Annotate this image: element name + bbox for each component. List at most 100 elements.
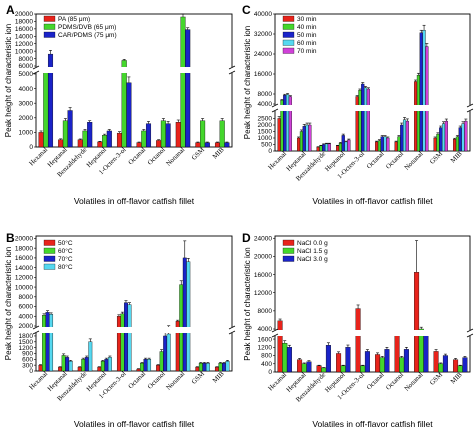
chart-panel-a: 0100020003000400050006000800010000120001… — [4, 3, 236, 206]
y-tick-label: 6000 — [19, 63, 34, 70]
x-tick-label: Octanal — [366, 150, 386, 170]
bar — [283, 95, 287, 152]
bar — [458, 127, 462, 152]
y-tick-label: 14000 — [15, 265, 33, 272]
bar — [43, 72, 49, 148]
y-tick-label: 20000 — [15, 236, 33, 243]
legend: 50°C60°C70°C80°C — [43, 239, 73, 271]
bar — [400, 124, 404, 152]
x-tick-label: Octanol — [147, 146, 167, 166]
y-tick-label: 18000 — [15, 19, 33, 26]
bar — [145, 123, 152, 148]
y-tick-label: 1500 — [19, 339, 34, 346]
x-tick-label: Octanal — [366, 371, 386, 391]
bar — [224, 142, 230, 148]
y-tick-label: 4000 — [19, 313, 34, 320]
x-tick-label: MIB — [212, 146, 226, 160]
legend-label: NaCl 3.0 g — [297, 256, 328, 263]
bar — [163, 335, 168, 372]
x-tick-label: Octanol — [147, 370, 167, 390]
legend-label: PA (85 μm) — [58, 16, 90, 23]
bar — [185, 29, 191, 148]
axis-break-band — [272, 105, 473, 111]
y-tick-label: 1000 — [19, 130, 34, 137]
y-tick-label: 0 — [29, 368, 33, 375]
bar — [442, 355, 448, 373]
legend-swatch — [282, 239, 295, 246]
y-tick-label: 16000 — [254, 272, 272, 279]
x-tick-label: Nonanal — [165, 146, 186, 167]
x-tick-label: Octanal — [127, 370, 147, 390]
y-tick-label: 1200 — [258, 344, 273, 351]
bar — [403, 349, 409, 373]
bar — [77, 139, 83, 148]
bar — [175, 122, 181, 148]
bar — [100, 361, 105, 372]
bar — [120, 313, 125, 372]
y-tick-label: 32000 — [254, 31, 272, 38]
bar — [433, 137, 437, 152]
legend-label: 60 min — [297, 40, 317, 47]
bar — [58, 139, 64, 148]
bar — [399, 357, 405, 373]
bar — [360, 365, 366, 373]
axis-break-mark — [466, 328, 474, 333]
legend-label: 60°C — [58, 247, 73, 255]
bar — [305, 124, 309, 152]
bar — [84, 357, 89, 372]
bar — [394, 141, 398, 152]
x-axis-label: Volatiles in off-flavor catfish fillet — [74, 196, 195, 206]
y-tick-label: 20000 — [254, 254, 272, 261]
bar — [327, 143, 331, 152]
bar — [126, 82, 132, 148]
axis-break-mark — [228, 70, 236, 75]
y-tick-label: 4000 — [19, 86, 34, 93]
bar — [225, 361, 230, 372]
bar — [405, 120, 409, 152]
bar — [214, 366, 219, 372]
bar — [383, 136, 387, 152]
bar — [302, 126, 306, 152]
axis-break-mark — [228, 65, 236, 70]
axis-break-mark — [271, 333, 279, 338]
x-tick-label: Nonanal — [165, 370, 186, 391]
axis-break-band — [272, 330, 473, 336]
bar — [61, 355, 66, 372]
bar — [344, 141, 348, 152]
bar — [180, 16, 186, 148]
bar — [140, 363, 144, 372]
bar — [336, 145, 340, 152]
bar — [49, 314, 54, 372]
bar — [361, 83, 365, 152]
bar — [38, 364, 43, 372]
bar — [200, 120, 206, 148]
x-tick-label: GSM — [429, 150, 444, 165]
bar — [97, 141, 103, 148]
y-tick-label: 0 — [268, 369, 272, 376]
legend-swatch — [282, 23, 295, 30]
y-tick-label: 16000 — [254, 71, 272, 78]
x-axis-label: Volatiles in off-flavor catfish fillet — [312, 419, 433, 429]
legend-swatch — [43, 247, 56, 254]
y-tick-label: 14000 — [15, 33, 33, 40]
y-tick-label: 600 — [22, 357, 33, 364]
bar — [297, 137, 301, 152]
bar — [441, 123, 446, 152]
legend: PA (85 μm)PDMS/DVB (65 μm)CAR/PDMS (75 μ… — [43, 15, 117, 39]
y-tick-label: 18000 — [15, 245, 33, 252]
bar — [121, 60, 127, 148]
bar — [88, 341, 93, 372]
y-tick-label: 12000 — [15, 275, 33, 282]
bar — [282, 343, 288, 373]
x-tick-label: Nonanal — [403, 150, 424, 171]
bar — [306, 361, 312, 373]
bar — [68, 361, 73, 372]
y-tick-label: 1500 — [258, 129, 273, 136]
bar — [202, 363, 207, 372]
legend-swatch — [43, 23, 56, 30]
bar — [219, 120, 225, 148]
legend-swatch — [282, 31, 295, 38]
panel-label: A — [6, 3, 15, 17]
